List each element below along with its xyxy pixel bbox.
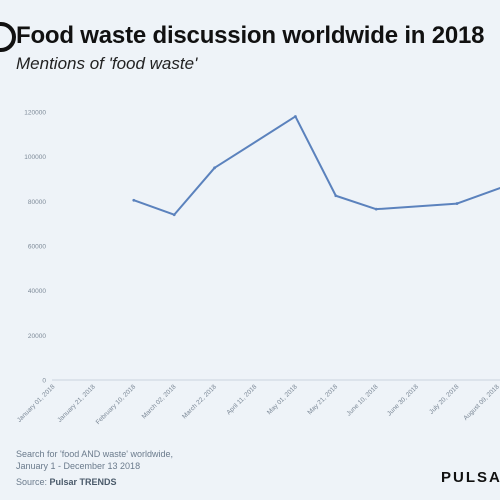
x-tick-label: August 09, 2018 xyxy=(462,383,500,422)
brand-wordmark: PULSAR xyxy=(441,469,500,486)
y-tick-label: 120000 xyxy=(24,110,46,117)
x-tick-label: June 10, 2018 xyxy=(346,383,380,417)
chart-subtitle: Mentions of 'food waste' xyxy=(16,54,198,73)
data-point xyxy=(213,166,217,170)
y-tick-label: 80000 xyxy=(28,199,46,206)
x-tick-label: January 21, 2018 xyxy=(56,383,97,424)
x-tick-label: May 01, 2018 xyxy=(266,383,299,416)
data-point xyxy=(132,198,136,202)
x-tick-label: January 01, 2018 xyxy=(16,383,57,424)
y-tick-label: 20000 xyxy=(28,333,46,340)
x-tick-label: April 11, 2018 xyxy=(225,383,258,416)
y-tick-label: 100000 xyxy=(24,154,46,161)
y-tick-label: 0 xyxy=(42,378,46,385)
data-point xyxy=(374,207,378,211)
x-tick-label: July 20, 2018 xyxy=(428,383,461,416)
x-tick-label: June 30, 2018 xyxy=(386,383,420,417)
x-tick-label: March 02, 2018 xyxy=(141,383,178,420)
y-tick-label: 60000 xyxy=(28,244,46,251)
y-tick-label: 40000 xyxy=(28,288,46,295)
x-tick-label: February 10, 2018 xyxy=(95,383,138,426)
source-credit: Source: Pulsar TRENDS xyxy=(16,477,117,487)
source-name: Pulsar TRENDS xyxy=(49,477,117,487)
footnote-line-1: Search for 'food AND waste' worldwide, xyxy=(16,449,174,459)
footnote-line-2: January 1 - December 13 2018 xyxy=(16,461,141,471)
data-point xyxy=(294,115,297,118)
pulsar-logo-icon xyxy=(0,22,16,52)
chart-title: Food waste discussion worldwide in 2018 xyxy=(16,22,485,49)
data-point xyxy=(455,202,459,205)
source-label: Source: xyxy=(16,477,50,487)
series-line xyxy=(132,115,500,216)
data-point xyxy=(334,194,338,198)
x-tick-label: March 22, 2018 xyxy=(181,383,218,420)
line-chart: 0 20000 40000 60000 80000 100000 120000 January… xyxy=(16,110,500,426)
search-footnote: Search for 'food AND waste' worldwide, J… xyxy=(16,448,173,472)
x-tick-label: May 21, 2018 xyxy=(306,383,339,416)
data-point xyxy=(172,213,176,217)
